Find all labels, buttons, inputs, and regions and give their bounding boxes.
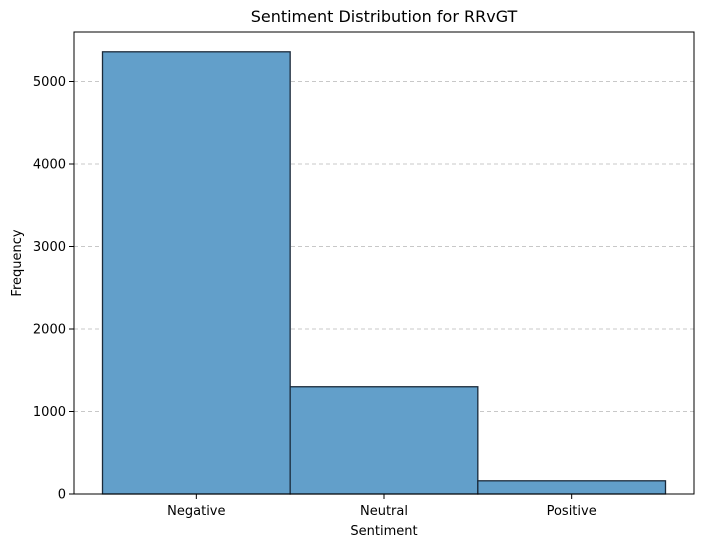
bar-negative [101,51,291,495]
chart-title: Sentiment Distribution for RRvGT [251,7,518,26]
x-tick-label-neutral: Neutral [360,504,408,519]
x-tick-label-positive: Positive [547,504,597,519]
y-axis-label: Frequency [10,229,25,296]
y-tick-label-4000: 4000 [33,158,66,173]
bar-neutral [289,386,479,495]
x-tick-label-negative: Negative [167,504,225,519]
y-tick-label-5000: 5000 [33,75,66,90]
bar-positive [477,480,667,495]
y-tick-label-3000: 3000 [33,240,66,255]
x-axis-ticks: Negative Neutral Positive [167,494,597,519]
y-axis-ticks: 0 1000 2000 3000 4000 5000 [33,75,74,503]
bars [101,51,667,495]
y-tick-label-1000: 1000 [33,405,66,420]
y-tick-label-0: 0 [58,488,66,503]
y-tick-label-2000: 2000 [33,323,66,338]
x-axis-label: Sentiment [350,524,417,539]
